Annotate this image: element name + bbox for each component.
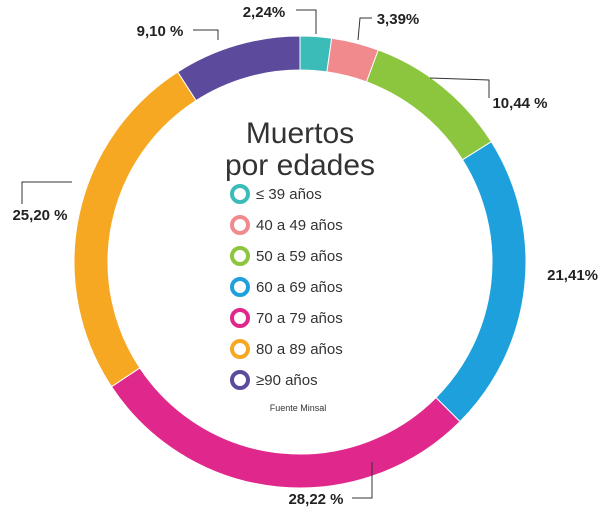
source-note: Fuente Minsal: [270, 403, 327, 413]
leader-line-80-a-89-a-os: [21, 181, 72, 204]
slice-60-a-69-a-os: [435, 141, 527, 423]
legend-label-50-a-59-a-os: 50 a 59 años: [256, 248, 343, 265]
leader-lines: [21, 9, 490, 499]
leader-line-39-a-os: [296, 9, 317, 34]
donut-slices: [73, 35, 527, 489]
legend-label-70-a-79-a-os: 70 a 79 años: [256, 310, 343, 327]
value-label-80-a-89-a-os: 25,20 %: [12, 207, 67, 224]
slice-90-a-os: [177, 35, 301, 102]
legend-marker-80-a-89-a-os: [230, 339, 250, 359]
legend-label-39-a-os: ≤ 39 años: [256, 186, 322, 203]
legend-label-60-a-69-a-os: 60 a 69 años: [256, 279, 343, 296]
value-label-39-a-os: 2,24%: [243, 4, 286, 21]
legend-marker-39-a-os: [230, 184, 250, 204]
slice-80-a-89-a-os: [73, 71, 197, 388]
chart-title-line-2: por edades: [225, 149, 375, 182]
value-label-40-a-49-a-os: 3,39%: [377, 11, 420, 28]
leader-line-40-a-49-a-os: [357, 17, 372, 41]
legend-marker-50-a-59-a-os: [230, 246, 250, 266]
legend-label-80-a-89-a-os: 80 a 89 años: [256, 341, 343, 358]
leader-line-90-a-os: [193, 29, 219, 40]
legend-marker-60-a-69-a-os: [230, 277, 250, 297]
legend-label-40-a-49-a-os: 40 a 49 años: [256, 217, 343, 234]
percentage-labels: 2,24% 3,39% 10,44 % 21,41% 28,22 % 25,20 % 9,1…: [12, 4, 598, 508]
legend-marker-90-a-os: [230, 370, 250, 390]
chart-title-line-1: Muertos: [246, 117, 354, 150]
value-label-50-a-59-a-os: 10,44 %: [492, 95, 547, 112]
legend: ≤ 39 años 40 a 49 años 50 a 59 años 60 a 69…: [230, 184, 343, 390]
legend-marker-70-a-79-a-os: [230, 308, 250, 328]
slice-50-a-59-a-os: [365, 49, 493, 161]
slice-39-a-os: [299, 35, 333, 73]
legend-marker-40-a-49-a-os: [230, 215, 250, 235]
leader-line-50-a-59-a-os: [429, 77, 490, 98]
value-label-70-a-79-a-os: 28,22 %: [288, 491, 343, 508]
value-label-90-a-os: 9,10 %: [137, 23, 184, 40]
value-label-60-a-69-a-os: 21,41%: [547, 267, 598, 284]
legend-label-90-a-os: ≥90 años: [256, 372, 318, 389]
leader-line-70-a-79-a-os: [352, 462, 373, 499]
